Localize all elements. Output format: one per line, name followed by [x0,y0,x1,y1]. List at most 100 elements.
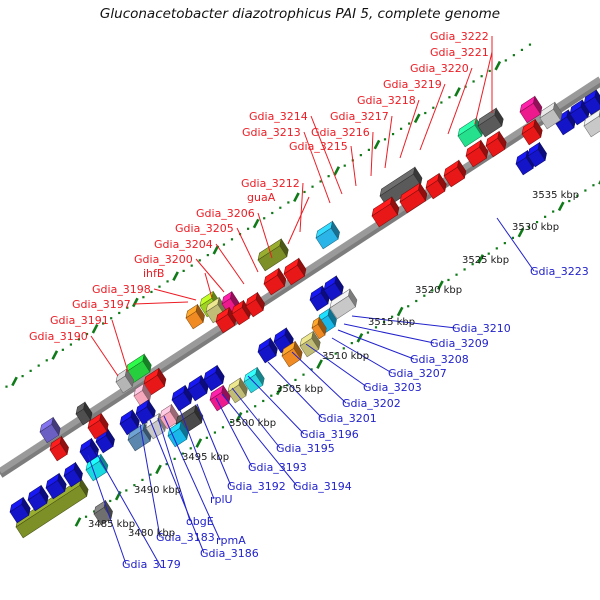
gene-label-reverse-leader [163,415,221,541]
feature-blue-11[interactable] [201,364,227,392]
feature-blue-14[interactable] [307,285,332,312]
feature-blue-10[interactable] [185,374,211,402]
gene-label-forward-gdia-3215[interactable]: Gdia_3215 [289,140,348,153]
gene-label-reverse-gdia-3183[interactable]: Gdia_3183 [156,531,215,544]
feature-cyan-5[interactable] [313,220,342,250]
gene-label-forward-gdia-3191[interactable]: Gdia_3191 [50,314,109,327]
gene-label-forward-gdia-3198[interactable]: Gdia_3198 [92,283,151,296]
gene-label-reverse-gdia-3186[interactable]: Gdia_3186 [200,547,259,560]
gene-label-forward-ihfb[interactable]: ihfB [143,267,165,280]
feature-red-13[interactable] [463,139,490,168]
gene-label-forward-gdia-3221[interactable]: Gdia_3221 [430,46,489,59]
ruler-tick-major [11,376,18,387]
feature-blue-15[interactable] [321,275,346,302]
feature-silver-4[interactable] [537,101,564,130]
gene-label-forward-gdia-3213[interactable]: Gdia_3213 [242,126,301,139]
feature-front-face [309,292,329,312]
gene-label-forward-gdia-3217[interactable]: Gdia_3217 [330,110,389,123]
feature-cyan-2[interactable] [165,420,191,448]
gene-label-reverse-gdia-3202[interactable]: Gdia_3202 [342,397,401,410]
feature-blue-1[interactable] [7,496,33,524]
gene-label-reverse-gdia-3196[interactable]: Gdia_3196 [300,428,359,441]
gene-label-forward-gdia-3204[interactable]: Gdia_3204 [154,238,213,251]
gene-label-forward-gdia-3216[interactable]: Gdia_3216 [311,126,370,139]
feature-blue-4[interactable] [61,461,85,488]
gene-label-forward-gdia-3200[interactable]: Gdia_3200 [134,253,193,266]
gene-label-reverse-gdia-3192[interactable]: Gdia_3192 [227,480,286,493]
gene-label-forward-gdia-3190[interactable]: Gdia_3190 [29,330,88,343]
gene-label-forward-gdia-3197[interactable]: Gdia_3197 [72,298,131,311]
feature-red-10[interactable] [397,182,429,214]
gene-label-reverse-gdia-3208[interactable]: Gdia_3208 [410,353,469,366]
ruler-tick-major [275,385,283,396]
gene-label-reverse-gdia-3210[interactable]: Gdia_3210 [452,322,511,335]
feature-orange-1[interactable] [183,303,207,330]
gene-label-reverse-rpma[interactable]: rpmA [216,534,246,547]
feature-magenta-3[interactable] [517,95,544,124]
ruler-tick-minor [366,331,370,334]
feature-red-5[interactable] [229,299,253,326]
feature-blue-18[interactable] [581,89,600,116]
feature-cyan-1[interactable] [83,453,110,482]
gene-label-forward-gdia-3212[interactable]: Gdia_3212 [241,177,300,190]
feature-red-2[interactable] [85,412,111,440]
gene-label-reverse-gdia-3223[interactable]: Gdia_3223 [530,265,589,278]
gene-label-forward-gdia-3219[interactable]: Gdia_3219 [383,78,442,91]
gene-label-forward-gdia-3214[interactable]: Gdia_3214 [249,110,308,123]
ruler-tick-minor [568,199,571,203]
gene-label-forward-gdia-3222[interactable]: Gdia_3222 [430,30,489,43]
feature-purple-1[interactable] [37,416,63,444]
feature-red-3[interactable] [141,367,168,396]
feature-blue-12[interactable] [255,337,280,364]
gene-label-reverse-gdia-3179[interactable]: Gdia_3179 [122,558,181,571]
feature-silver-2[interactable] [327,288,359,320]
ruler-label-3520-kbp: 3520 kbp [415,285,463,296]
feature-pink-2[interactable] [157,403,181,430]
gene-label-reverse-gdia-3194[interactable]: Gdia_3194 [293,480,352,493]
feature-red-8[interactable] [281,257,308,286]
feature-blue-17[interactable] [567,99,592,126]
feature-khaki-3[interactable] [297,330,323,358]
gene-label-reverse-rplu[interactable]: rplU [210,493,233,506]
gene-label-forward-gdia-3205[interactable]: Gdia_3205 [175,222,234,235]
feature-red-9[interactable] [369,196,401,228]
feature-red-6[interactable] [243,291,267,318]
feature-orange-2[interactable] [279,340,305,368]
gene-label-reverse-gdia-3207[interactable]: Gdia_3207 [388,367,447,380]
gene-label-forward-leader [215,243,245,285]
ruler-tick-minor [488,69,491,73]
gene-label-reverse-gdia-3201[interactable]: Gdia_3201 [318,412,377,425]
feature-red-14[interactable] [483,130,509,158]
feature-cyan-3[interactable] [241,366,267,394]
feature-silver-3[interactable] [581,108,600,138]
ruler-tick-minor [408,122,411,125]
gene-label-reverse-gdia-3203[interactable]: Gdia_3203 [363,381,422,394]
ruler-tick-minor [294,378,297,382]
gene-label-reverse-gdia-3193[interactable]: Gdia_3193 [248,461,307,474]
gene-label-forward-gdia-3206[interactable]: Gdia_3206 [196,207,255,220]
gene-label-forward-gdia-3220[interactable]: Gdia_3220 [410,62,469,75]
feature-blue-3[interactable] [43,472,69,500]
feature-olive-2[interactable] [255,238,291,272]
feature-blue-2[interactable] [25,484,51,512]
feature-red-15[interactable] [519,118,545,146]
feature-front-face [299,337,320,358]
gene-label-reverse-obge[interactable]: obgE [186,515,214,528]
ruler-label-3535-kbp: 3535 kbp [532,190,580,201]
gene-label-reverse-gdia-3209[interactable]: Gdia_3209 [430,337,489,350]
feature-red-12[interactable] [441,159,468,188]
gene-label-reverse-gdia-3195[interactable]: Gdia_3195 [276,442,335,455]
feature-gray-cap-1[interactable] [91,499,115,526]
feature-blue-20[interactable] [525,141,549,168]
feature-red-7[interactable] [261,267,288,296]
feature-red-1[interactable] [47,435,71,462]
gene-label-forward-gdia-3218[interactable]: Gdia_3218 [357,94,416,107]
feature-orange-3[interactable] [309,316,329,340]
ruler-label-3480-kbp: 3480 kbp [128,528,176,539]
feature-red-11[interactable] [423,172,449,200]
feature-gray-pin[interactable] [73,401,95,426]
ruler-tick-major [51,350,59,360]
gene-label-forward-guaa[interactable]: guaA [247,191,276,204]
